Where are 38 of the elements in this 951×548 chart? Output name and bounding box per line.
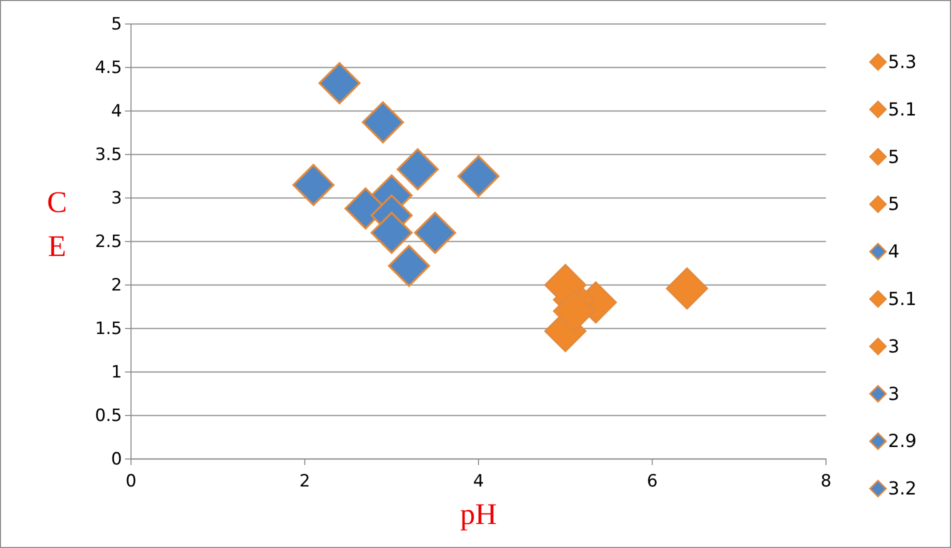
y-tick-label: 1 [111,362,122,382]
y-tick-label: 4 [111,101,122,122]
legend-label: 5.1 [888,289,917,310]
y-tick-label: 0 [111,449,122,470]
point [553,290,596,332]
legend-label: 5 [888,146,900,168]
legend-label: 2.9 [888,431,917,452]
x-tick-label: 0 [126,472,136,492]
y-tick-label: 0.5 [94,406,122,426]
legend-label: 4 [888,242,900,263]
point [388,244,430,287]
point [362,101,404,144]
legend-label: 3 [888,336,900,358]
y-tick-label: 3 [111,188,122,208]
point [458,155,500,198]
point [414,212,456,254]
x-tick-label: 6 [646,472,658,492]
y-tick-label: 3.5 [94,144,122,165]
x-tick-label: 4 [473,472,484,492]
y-tick-label: 2 [111,275,122,296]
y-tick-label: 4.5 [94,58,122,78]
x-axis-title: pH [460,498,497,531]
point [396,148,439,190]
x-tick-label: 2 [299,472,310,492]
point [292,164,334,206]
legend-label: 3 [888,384,900,405]
legend-label: 5.1 [888,99,917,120]
point [666,267,708,310]
legend-label: 5 [888,194,900,216]
legend-label: 5.3 [888,52,917,73]
x-tick-label: 8 [820,472,832,492]
legend-label: 3.2 [888,478,917,500]
point [318,62,360,104]
y-tick-label: 1.5 [94,318,122,339]
y-axis-title: CE [46,186,68,263]
y-tick-label: 2.5 [94,232,122,252]
y-tick-label: 5 [111,14,122,34]
point [370,212,413,254]
